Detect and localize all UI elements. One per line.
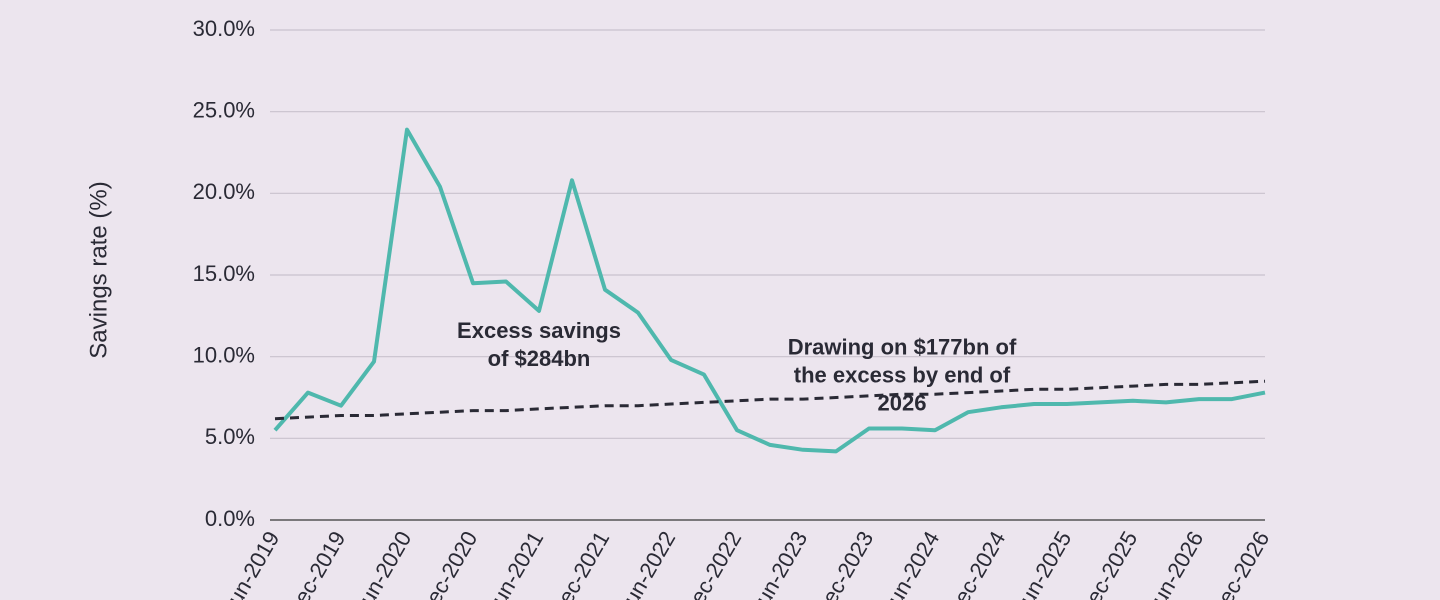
y-axis-label: Savings rate (%) — [85, 181, 112, 358]
y-tick-label: 30.0% — [193, 16, 255, 41]
y-tick-label: 0.0% — [205, 506, 255, 531]
y-tick-label: 10.0% — [193, 342, 255, 367]
y-tick-label: 20.0% — [193, 179, 255, 204]
annotation: Excess savings — [457, 318, 621, 343]
annotation: of $284bn — [488, 346, 591, 371]
annotation: 2026 — [878, 390, 927, 415]
annotation: Drawing on $177bn of — [788, 334, 1017, 359]
data-line — [273, 127, 1266, 454]
y-tick-label: 5.0% — [205, 424, 255, 449]
y-tick-label: 15.0% — [193, 261, 255, 286]
dashed-line — [274, 379, 1266, 421]
y-tick-label: 25.0% — [193, 97, 255, 122]
annotation: the excess by end of — [794, 362, 1011, 387]
